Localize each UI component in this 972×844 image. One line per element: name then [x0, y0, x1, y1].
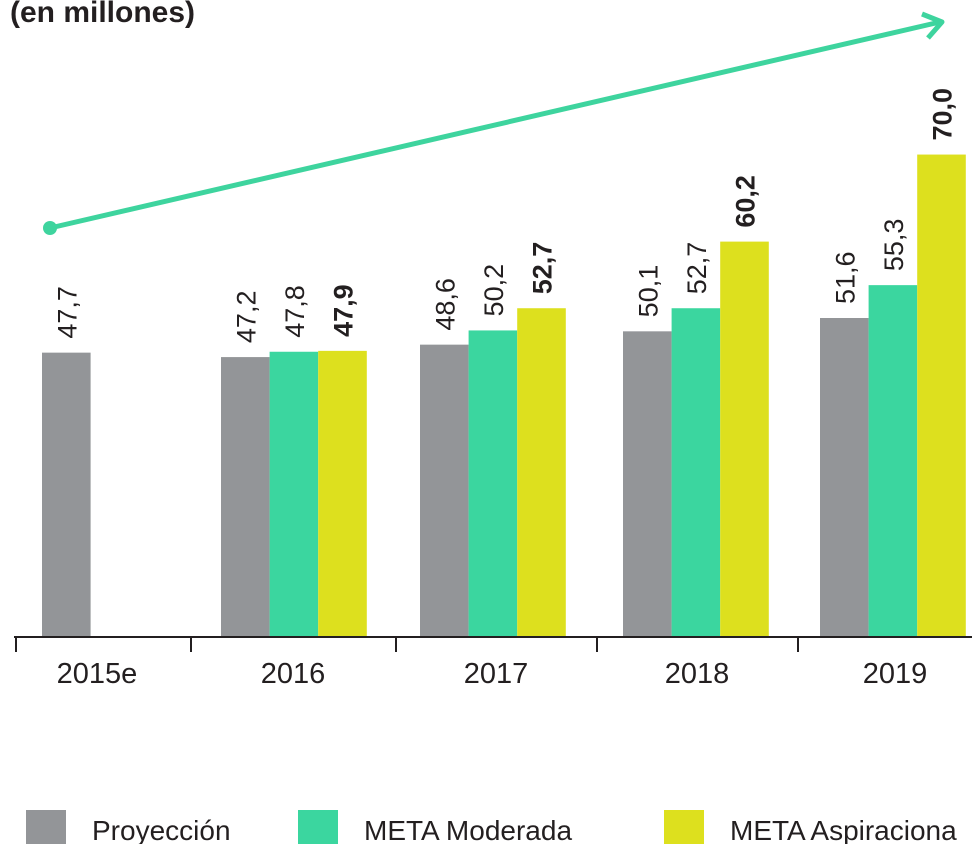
- bar: [517, 308, 566, 636]
- bar: [917, 154, 966, 636]
- value-label: 70,0: [928, 88, 958, 141]
- trend-arrowhead: [921, 11, 945, 40]
- bar: [623, 331, 672, 636]
- x-tick-label: 2017: [464, 658, 529, 690]
- bar: [671, 308, 721, 636]
- legend-swatch: [298, 810, 338, 844]
- bar: [420, 344, 469, 636]
- value-label: 52,7: [528, 242, 558, 295]
- bar: [468, 330, 518, 636]
- legend-swatch: [26, 810, 66, 844]
- bar: [42, 352, 91, 636]
- value-label: 47,8: [280, 285, 310, 338]
- x-tick-label: 2016: [261, 658, 326, 690]
- value-label: 55,3: [879, 219, 909, 272]
- trend-start: [43, 221, 57, 235]
- x-tick-label: 2019: [863, 658, 928, 690]
- value-label: 50,2: [479, 264, 509, 317]
- bar: [720, 241, 769, 636]
- chart-title: (en millones): [10, 0, 195, 29]
- x-tick-label: 2015e: [57, 658, 138, 690]
- legend-swatch: [664, 810, 704, 844]
- value-label: 60,2: [731, 175, 761, 228]
- value-label: 48,6: [430, 278, 460, 331]
- value-label: 50,1: [633, 265, 663, 318]
- trend-line: [49, 19, 941, 231]
- value-label: 52,7: [682, 242, 712, 295]
- bar: [221, 357, 270, 636]
- bar: [318, 350, 367, 636]
- value-label: 51,6: [830, 251, 860, 304]
- bar: [269, 351, 319, 636]
- bar: [868, 285, 918, 636]
- x-tick-label: 2018: [665, 658, 730, 690]
- value-label: 47,7: [52, 286, 82, 339]
- legend-label: META Moderada: [364, 815, 572, 844]
- value-label: 47,2: [231, 291, 261, 344]
- legend-label: META Aspiraciona: [730, 815, 957, 844]
- value-label: 47,9: [329, 284, 359, 337]
- trend-arrow: [43, 11, 945, 235]
- legend-label: Proyección: [92, 815, 231, 844]
- bar: [820, 318, 869, 636]
